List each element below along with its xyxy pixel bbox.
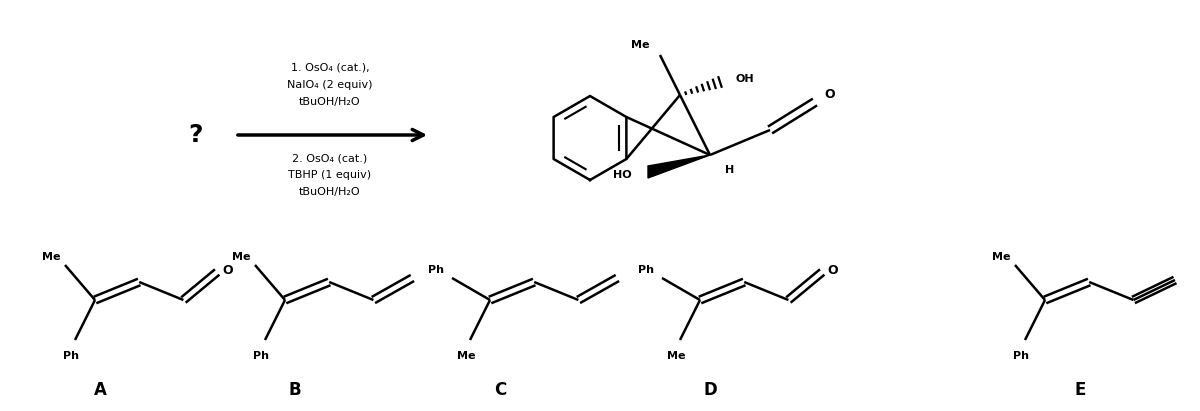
Text: O: O xyxy=(824,88,835,102)
Text: E: E xyxy=(1074,381,1086,399)
Polygon shape xyxy=(648,155,710,178)
Text: OH: OH xyxy=(736,74,755,84)
Text: HO: HO xyxy=(613,170,631,180)
Text: tBuOH/H₂O: tBuOH/H₂O xyxy=(299,97,361,107)
Text: Me: Me xyxy=(667,351,685,361)
Text: Me: Me xyxy=(232,252,251,262)
Text: Ph: Ph xyxy=(428,265,444,275)
Text: 1. OsO₄ (cat.),: 1. OsO₄ (cat.), xyxy=(290,63,370,73)
Text: NaIO₄ (2 equiv): NaIO₄ (2 equiv) xyxy=(287,80,373,90)
Text: Ph: Ph xyxy=(64,351,79,361)
Text: A: A xyxy=(94,381,107,399)
Text: tBuOH/H₂O: tBuOH/H₂O xyxy=(299,187,361,197)
Text: Me: Me xyxy=(991,252,1010,262)
Text: D: D xyxy=(703,381,716,399)
Text: H: H xyxy=(725,165,734,175)
Text: O: O xyxy=(827,263,838,277)
Text: Me: Me xyxy=(42,252,60,262)
Text: B: B xyxy=(289,381,301,399)
Text: C: C xyxy=(494,381,506,399)
Text: Ph: Ph xyxy=(253,351,269,361)
Text: Me: Me xyxy=(631,40,649,50)
Text: Ph: Ph xyxy=(638,265,654,275)
Text: O: O xyxy=(222,263,233,277)
Text: TBHP (1 equiv): TBHP (1 equiv) xyxy=(288,170,372,180)
Text: Me: Me xyxy=(457,351,475,361)
Text: Ph: Ph xyxy=(1013,351,1030,361)
Text: ?: ? xyxy=(187,123,203,147)
Text: 2. OsO₄ (cat.): 2. OsO₄ (cat.) xyxy=(293,153,367,163)
